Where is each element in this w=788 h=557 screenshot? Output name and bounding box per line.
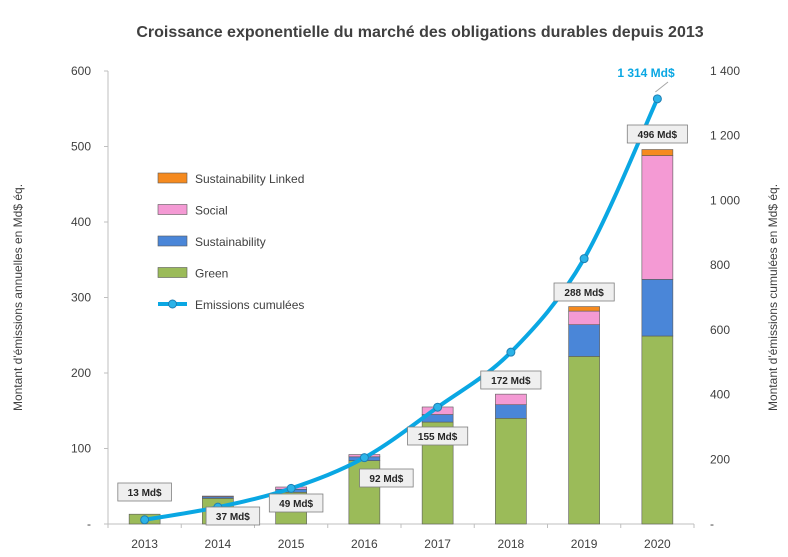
bar-segment: [641, 155, 674, 280]
legend-marker: [168, 299, 177, 309]
y-left-tick-label: 100: [71, 442, 91, 456]
data-labels: 13 Md$ 37 Md$ 49 Md$ 92 Md$ 155 Md$ 172 Md$ 28…: [117, 66, 688, 526]
legend-swatch: [157, 267, 188, 278]
y-left-tick-label: 300: [71, 291, 91, 305]
legend-swatch: [157, 204, 188, 215]
y-right-tick-label: 400: [710, 388, 730, 402]
total-label-box: [626, 124, 688, 144]
total-label-box: [268, 493, 324, 513]
legend: Sustainability Linked Social Sustainabilit…: [157, 172, 304, 312]
bar-segment: [568, 310, 600, 325]
cumulative-point: [652, 94, 662, 104]
cumulative-line-path: [142, 96, 660, 522]
x-tick-label: 2014: [205, 537, 232, 551]
bar-segment: [495, 393, 527, 406]
legend-label: Sustainability: [195, 235, 266, 249]
legend-label: Emissions cumulées: [195, 298, 304, 312]
x-tick-label: 2018: [498, 537, 525, 551]
total-label-box: [407, 426, 469, 446]
bar-segment: [641, 335, 674, 525]
y-right-tick-label: 200: [710, 452, 730, 466]
y-left-tick-label: -: [87, 517, 91, 531]
cumulative-point: [579, 254, 589, 264]
bar-segment: [495, 404, 527, 419]
cumulative-point: [506, 347, 516, 357]
cumulative-point: [359, 453, 369, 463]
y-axis-left-title: Montant d'émissions annuelles en Md$ éq.: [11, 184, 25, 411]
legend-label: Sustainability Linked: [195, 172, 304, 186]
legend-swatch: [157, 172, 188, 184]
total-label-box: [553, 282, 615, 302]
total-label: 37 Md$: [216, 512, 250, 523]
x-tick-label: 2020: [644, 537, 671, 551]
x-tick-label: 2017: [424, 537, 451, 551]
y-left-tick-label: 200: [71, 366, 91, 380]
bar-segment: [568, 356, 600, 525]
x-tick-label: 2016: [351, 537, 378, 551]
y-right-tick-label: 1 200: [710, 129, 740, 143]
legend-swatch: [157, 235, 188, 247]
axes: - 100 200 300 400 500 600 - 200 400 600 800 1 000 1 2…: [11, 64, 780, 551]
bar-segment: [568, 324, 600, 357]
total-label: 496 Md$: [638, 130, 678, 141]
x-tick-label: 2019: [571, 537, 598, 551]
y-left-tick-label: 500: [71, 140, 91, 154]
bar-segment: [641, 149, 674, 156]
total-label: 155 Md$: [418, 432, 458, 443]
bar-segment: [641, 279, 674, 337]
total-label: 288 Md$: [564, 288, 604, 299]
x-tick-label: 2015: [278, 537, 305, 551]
total-label-box: [205, 506, 261, 526]
y-right-tick-label: 800: [710, 258, 730, 272]
total-label: 92 Md$: [369, 474, 403, 485]
chart-title: Croissance exponentielle du marché des o…: [136, 24, 703, 41]
y-left-tick-label: 600: [71, 64, 91, 78]
legend-label: Social: [195, 204, 228, 218]
total-label-box: [359, 468, 414, 488]
y-left-tick-label: 400: [71, 215, 91, 229]
cumulative-total-label: 1 314 Md$: [617, 66, 675, 80]
y-right-tick-label: 1 000: [710, 193, 740, 207]
cumulative-point: [286, 483, 296, 493]
bar-segment: [202, 495, 234, 498]
total-label-box: [480, 370, 542, 390]
cumulative-point: [433, 402, 443, 412]
total-label-box: [117, 482, 172, 502]
y-right-tick-label: -: [710, 517, 714, 531]
bar-segment: [568, 306, 600, 312]
bar-segment: [495, 417, 527, 525]
y-right-tick-label: 1 400: [710, 64, 740, 78]
total-label: 13 Md$: [128, 488, 162, 499]
cumulative-leader-line: [655, 81, 669, 93]
y-axis-right-title: Montant d'émissions cumulées en Md$ éq.: [766, 184, 780, 411]
total-label: 49 Md$: [279, 499, 313, 510]
legend-label: Green: [195, 267, 228, 281]
cumulative-point: [140, 515, 150, 525]
x-tick-label: 2013: [131, 537, 158, 551]
total-label: 172 Md$: [491, 376, 531, 387]
y-right-tick-label: 600: [710, 323, 730, 337]
